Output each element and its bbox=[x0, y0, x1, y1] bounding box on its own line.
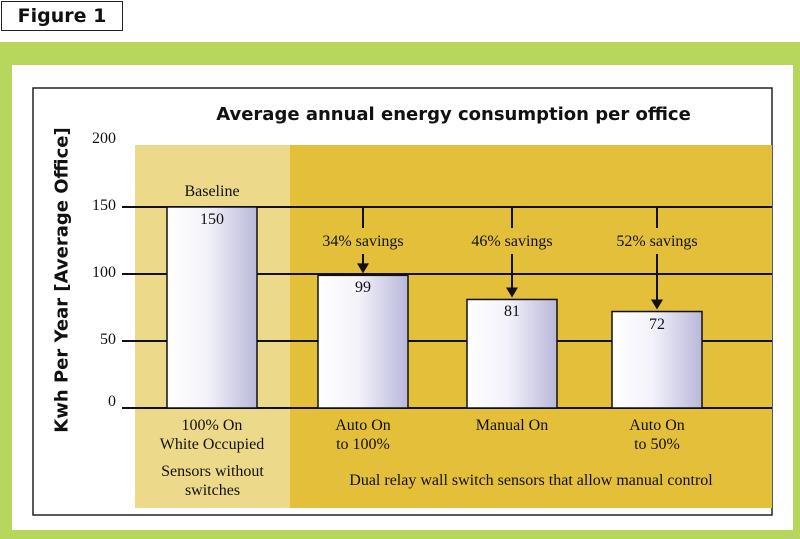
bar bbox=[466, 298, 558, 409]
value-label: 99 bbox=[355, 279, 371, 297]
value-label: 81 bbox=[504, 303, 520, 321]
group-label: Dual relay wall switch sensors that allo… bbox=[349, 472, 713, 489]
figure-label: Figure 1 bbox=[1, 1, 123, 31]
annotation: 46% savings bbox=[471, 233, 553, 250]
value-label: 72 bbox=[649, 315, 665, 333]
x-tick-label: 100% On White Occupied bbox=[159, 417, 265, 453]
y-tick-label: 100 bbox=[92, 264, 116, 281]
annotation: 52% savings bbox=[616, 233, 698, 250]
y-tick-label: 50 bbox=[100, 331, 116, 348]
y-tick-label: 150 bbox=[92, 197, 116, 214]
group-label: Sensors without switches bbox=[161, 463, 264, 499]
annotation: 34% savings bbox=[322, 233, 404, 250]
x-tick-label: Manual On bbox=[475, 417, 549, 434]
bar bbox=[317, 274, 409, 409]
arrow-head bbox=[357, 263, 369, 274]
y-tick-label: 200 bbox=[92, 130, 116, 147]
x-tick-label: Auto On to 50% bbox=[629, 417, 685, 453]
annotation: Baseline bbox=[184, 183, 240, 200]
y-axis-title: Kwh Per Year [Average Office] bbox=[51, 127, 73, 433]
y-tick-label: 0 bbox=[108, 393, 116, 410]
bar bbox=[166, 206, 258, 409]
bar bbox=[611, 310, 703, 409]
value-label: 150 bbox=[200, 211, 224, 228]
x-tick-label: Auto On to 100% bbox=[335, 417, 391, 453]
chart-title: Average annual energy consumption per of… bbox=[216, 104, 691, 125]
arrow-head bbox=[506, 287, 518, 298]
arrow-head bbox=[651, 299, 663, 310]
